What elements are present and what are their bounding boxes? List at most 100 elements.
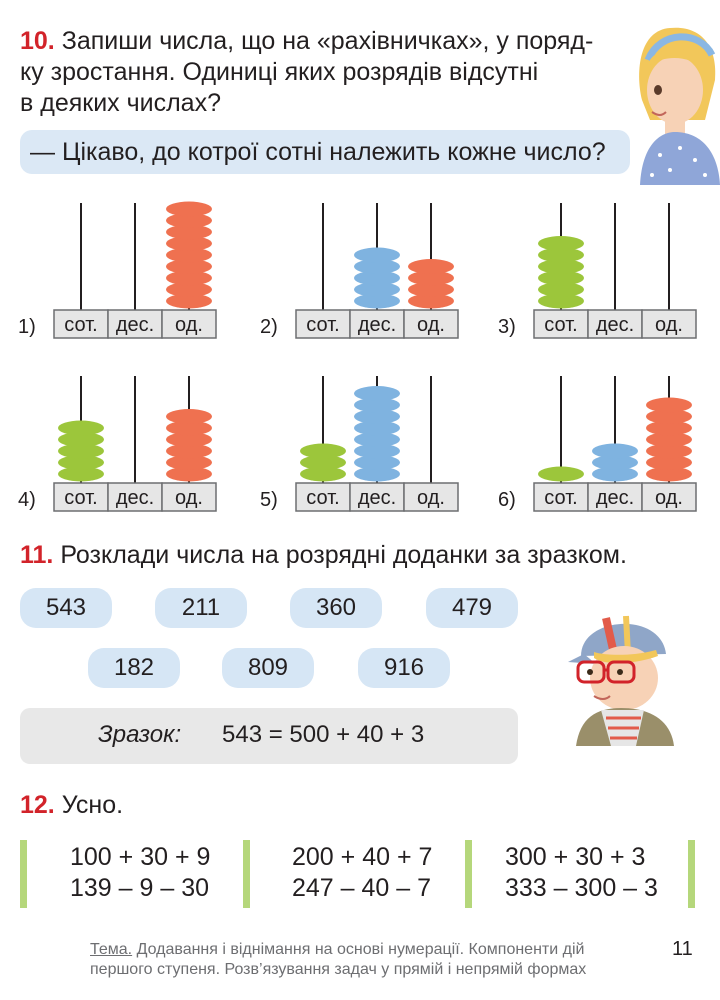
boy-illustration: [568, 615, 674, 746]
abacus-bead: [354, 455, 400, 470]
place-value-cell: [107, 482, 163, 512]
abacus: 1) сот. дес. од.: [18, 195, 218, 345]
abacus-bead: [166, 420, 212, 436]
abacus-bead: [58, 432, 104, 447]
abacus-bead: [538, 236, 584, 251]
abacus-bead: [166, 213, 212, 228]
abacus-bead: [300, 466, 346, 482]
task-10-line-3: в деяких числах?: [20, 89, 221, 117]
number-chip: 360: [290, 588, 382, 628]
place-value-label: дес.: [116, 314, 154, 336]
abacus-bead: [166, 455, 212, 470]
number-chip: 809: [222, 648, 314, 688]
group-divider: [688, 840, 695, 908]
abacus-bead: [166, 409, 212, 424]
expression: 139 – 9 – 30: [70, 874, 210, 902]
abacus-bead: [166, 466, 212, 482]
expression: 247 – 40 – 7: [292, 874, 432, 902]
place-value-label: сот.: [64, 314, 97, 336]
abacus-index: 4): [18, 489, 36, 511]
abacus-frame: сот. дес. од.: [53, 376, 217, 512]
abacus-bead: [166, 201, 212, 217]
abacus-bead: [354, 270, 400, 286]
abacus-bead: [354, 247, 400, 263]
place-value-cell: [161, 482, 217, 512]
place-value-label: дес.: [596, 487, 634, 509]
place-value-label: сот.: [544, 487, 577, 509]
abacus-bead: [300, 443, 346, 459]
abacus-bead: [354, 409, 400, 424]
place-value-label: од.: [175, 314, 203, 336]
abacus-frame: сот. дес. од.: [295, 376, 459, 512]
abacus-bead: [166, 270, 212, 286]
footer-topic: Тема. Додавання і віднімання на основі н…: [90, 940, 650, 980]
place-value-cell: [641, 309, 697, 339]
abacus-bead: [166, 224, 212, 240]
number-chip: 211: [155, 588, 247, 628]
expression-group: 300 + 30 + 3 333 – 300 – 3: [505, 842, 658, 904]
footer-line-2: першого ступеня. Розв’язування задач у п…: [90, 961, 587, 978]
expression: 100 + 30 + 9: [70, 843, 211, 871]
abacus-bead: [408, 259, 454, 274]
sample-expression: 543 = 500 + 40 + 3: [222, 721, 425, 748]
task-10-number: 10.: [20, 27, 55, 55]
number-chip: 479: [426, 588, 518, 628]
place-value-label: дес.: [116, 487, 154, 509]
number-chip: 543: [20, 588, 112, 628]
task-11-text: Розклади числа на розрядні доданки за зр…: [60, 541, 627, 569]
abacus-bead: [592, 466, 638, 482]
abacus-bead: [166, 259, 212, 274]
abacus-bead: [58, 466, 104, 482]
abacus-index: 1): [18, 316, 36, 338]
abacus-bead: [166, 443, 212, 459]
place-value-label: од.: [417, 487, 445, 509]
group-divider: [20, 840, 27, 908]
task-10-text: 10. Запиши числа, що на «рахівничках», у…: [20, 26, 620, 119]
place-value-label: од.: [175, 487, 203, 509]
abacus-bead: [592, 455, 638, 470]
abacus-bead: [166, 247, 212, 263]
place-value-label: дес.: [358, 314, 396, 336]
task-12-number: 12.: [20, 791, 55, 819]
abacus-bead: [646, 432, 692, 447]
abacus-bead: [646, 466, 692, 482]
expression-group: 200 + 40 + 7 247 – 40 – 7: [292, 842, 432, 904]
abacus-bead: [354, 293, 400, 309]
place-value-cell: [533, 309, 589, 339]
place-value-label: сот.: [544, 314, 577, 336]
abacus-frame: сот. дес. од.: [53, 201, 217, 339]
question-bubble: — Цікаво, до котрої сотні належить кожне…: [20, 130, 630, 174]
abacus-bead: [408, 282, 454, 297]
abacus-bead: [354, 420, 400, 436]
group-divider: [243, 840, 250, 908]
abacus-bead: [538, 293, 584, 309]
abacus-bead: [166, 236, 212, 251]
abacus-bead: [354, 386, 400, 401]
place-value-cell: [403, 309, 459, 339]
abacus-bead: [408, 270, 454, 286]
abacus-bead: [354, 432, 400, 447]
abacus: 2) сот. дес. од.: [260, 195, 460, 345]
place-value-label: од.: [655, 314, 683, 336]
place-value-label: сот.: [306, 314, 339, 336]
abacus: 3) сот. дес. од.: [498, 195, 698, 345]
abacus-bead: [538, 282, 584, 297]
abacus-index: 3): [498, 316, 516, 338]
abacus-bead: [58, 455, 104, 470]
number-chip: 916: [358, 648, 450, 688]
task-12-heading: 12. Усно.: [20, 790, 123, 821]
abacus-bead: [646, 420, 692, 436]
abacus-bead: [646, 443, 692, 459]
abacus-bead: [166, 293, 212, 309]
question-text: — Цікаво, до котрої сотні належить кожне…: [30, 138, 606, 166]
abacus: 5) сот. дес. од.: [260, 368, 460, 518]
page-number: 11: [672, 938, 693, 960]
place-value-label: сот.: [306, 487, 339, 509]
place-value-cell: [403, 482, 459, 512]
abacus-index: 6): [498, 489, 516, 511]
expression: 333 – 300 – 3: [505, 874, 658, 902]
task-10-line-1: Запиши числа, що на «рахівничках», у пор…: [61, 27, 594, 55]
place-value-cell: [161, 309, 217, 339]
footer-tema-label: Тема.: [90, 941, 133, 958]
place-value-cell: [53, 309, 109, 339]
